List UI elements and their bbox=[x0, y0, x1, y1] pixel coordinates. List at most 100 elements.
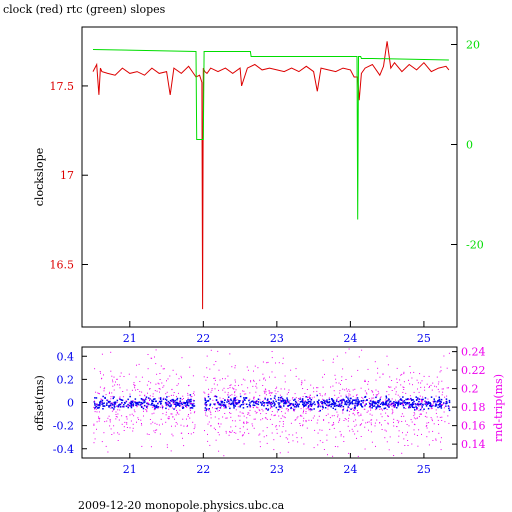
offset-point bbox=[400, 402, 402, 404]
rtt-point bbox=[230, 412, 232, 414]
offset-point bbox=[130, 401, 132, 404]
offset-point bbox=[152, 400, 155, 402]
rtt-point bbox=[339, 390, 341, 392]
rtt-point bbox=[205, 379, 207, 381]
rtt-point bbox=[440, 366, 442, 368]
rtt-point bbox=[369, 407, 371, 409]
rtt-point bbox=[183, 398, 184, 399]
offset-point bbox=[286, 397, 288, 399]
offset-point bbox=[354, 406, 356, 409]
offset-point bbox=[252, 404, 254, 406]
rtt-point bbox=[189, 408, 191, 410]
rtt-point bbox=[176, 396, 177, 398]
rtt-point bbox=[113, 389, 115, 391]
rtt-point bbox=[279, 435, 281, 437]
offset-point bbox=[378, 400, 381, 402]
rtt-point bbox=[254, 418, 256, 420]
rtt-point bbox=[260, 413, 262, 415]
rtt-point bbox=[171, 388, 173, 390]
offset-point bbox=[385, 397, 388, 399]
rtt-point bbox=[442, 388, 444, 390]
rtt-point bbox=[93, 432, 95, 434]
rtt-point bbox=[443, 411, 445, 413]
rtt-point bbox=[357, 412, 359, 414]
rtt-point bbox=[298, 398, 299, 400]
offset-point bbox=[239, 395, 242, 398]
offset-point bbox=[351, 401, 353, 404]
rtt-point bbox=[224, 407, 226, 409]
rtt-point bbox=[364, 381, 366, 382]
offset-point bbox=[365, 403, 367, 405]
rtt-point bbox=[227, 398, 229, 400]
rtt-point bbox=[136, 406, 138, 408]
rtt-point bbox=[224, 391, 226, 393]
rtt-point bbox=[256, 407, 258, 409]
rtt-point bbox=[171, 400, 173, 402]
rtt-point bbox=[368, 388, 370, 390]
rtt-point bbox=[178, 392, 179, 394]
offset-point bbox=[165, 401, 167, 404]
rtt-point bbox=[229, 401, 231, 403]
rtt-point bbox=[153, 406, 154, 408]
rtt-point bbox=[192, 399, 194, 401]
offset-point bbox=[277, 402, 280, 404]
rtt-point bbox=[147, 392, 148, 394]
rtt-point bbox=[274, 390, 276, 392]
rtt-point bbox=[398, 400, 400, 402]
offset-point bbox=[257, 401, 260, 403]
rtt-point bbox=[348, 393, 350, 395]
rtt-point bbox=[173, 392, 175, 393]
rtt-point bbox=[391, 413, 393, 415]
rtt-point bbox=[168, 408, 170, 410]
rtt-point bbox=[234, 399, 236, 401]
rtt-point bbox=[133, 409, 135, 411]
rtt-point bbox=[318, 411, 320, 412]
offset-point bbox=[135, 402, 137, 404]
offset-point bbox=[165, 399, 168, 401]
offset-point bbox=[257, 403, 260, 406]
rtt-point bbox=[246, 422, 248, 424]
offset-point bbox=[129, 402, 132, 405]
offset-point bbox=[191, 404, 194, 407]
rtt-point bbox=[128, 373, 130, 375]
offset-point bbox=[285, 402, 288, 404]
offset-point bbox=[178, 403, 180, 406]
offset-point bbox=[371, 403, 374, 405]
rtt-point bbox=[319, 405, 321, 407]
offset-point bbox=[269, 402, 271, 405]
rtt-point bbox=[109, 421, 111, 423]
offset-point bbox=[134, 401, 136, 403]
rtt-point bbox=[309, 399, 311, 401]
rtt-point bbox=[191, 402, 192, 404]
rtt-point bbox=[297, 400, 299, 402]
rtt-point bbox=[155, 429, 157, 431]
rtt-point bbox=[341, 402, 343, 404]
offset-point bbox=[422, 398, 424, 401]
rtt-point bbox=[226, 417, 228, 419]
offset-point bbox=[108, 406, 110, 408]
offset-point bbox=[279, 397, 282, 399]
offset-point bbox=[257, 398, 260, 400]
offset-point bbox=[344, 400, 346, 403]
rtt-point bbox=[131, 389, 133, 391]
rtt-point bbox=[340, 395, 342, 397]
offset-point bbox=[113, 396, 115, 398]
rtt-point bbox=[120, 372, 122, 374]
rtt-point bbox=[247, 422, 249, 424]
rtt-point bbox=[437, 419, 439, 421]
offset-point bbox=[151, 400, 153, 402]
rtt-point bbox=[374, 425, 376, 427]
offset-point bbox=[119, 403, 121, 406]
rtt-point bbox=[420, 398, 422, 400]
rtt-point bbox=[364, 379, 366, 381]
rtt-point bbox=[333, 423, 335, 425]
rtt-point bbox=[409, 395, 411, 397]
offset-point bbox=[111, 404, 114, 406]
rtt-point bbox=[440, 437, 442, 439]
rtt-point bbox=[316, 422, 318, 424]
offset-point bbox=[272, 400, 275, 402]
offset-point bbox=[218, 403, 220, 406]
rtt-point bbox=[121, 403, 123, 405]
rtt-point bbox=[414, 403, 416, 405]
top-x-tick-label-4: 25 bbox=[417, 332, 431, 345]
